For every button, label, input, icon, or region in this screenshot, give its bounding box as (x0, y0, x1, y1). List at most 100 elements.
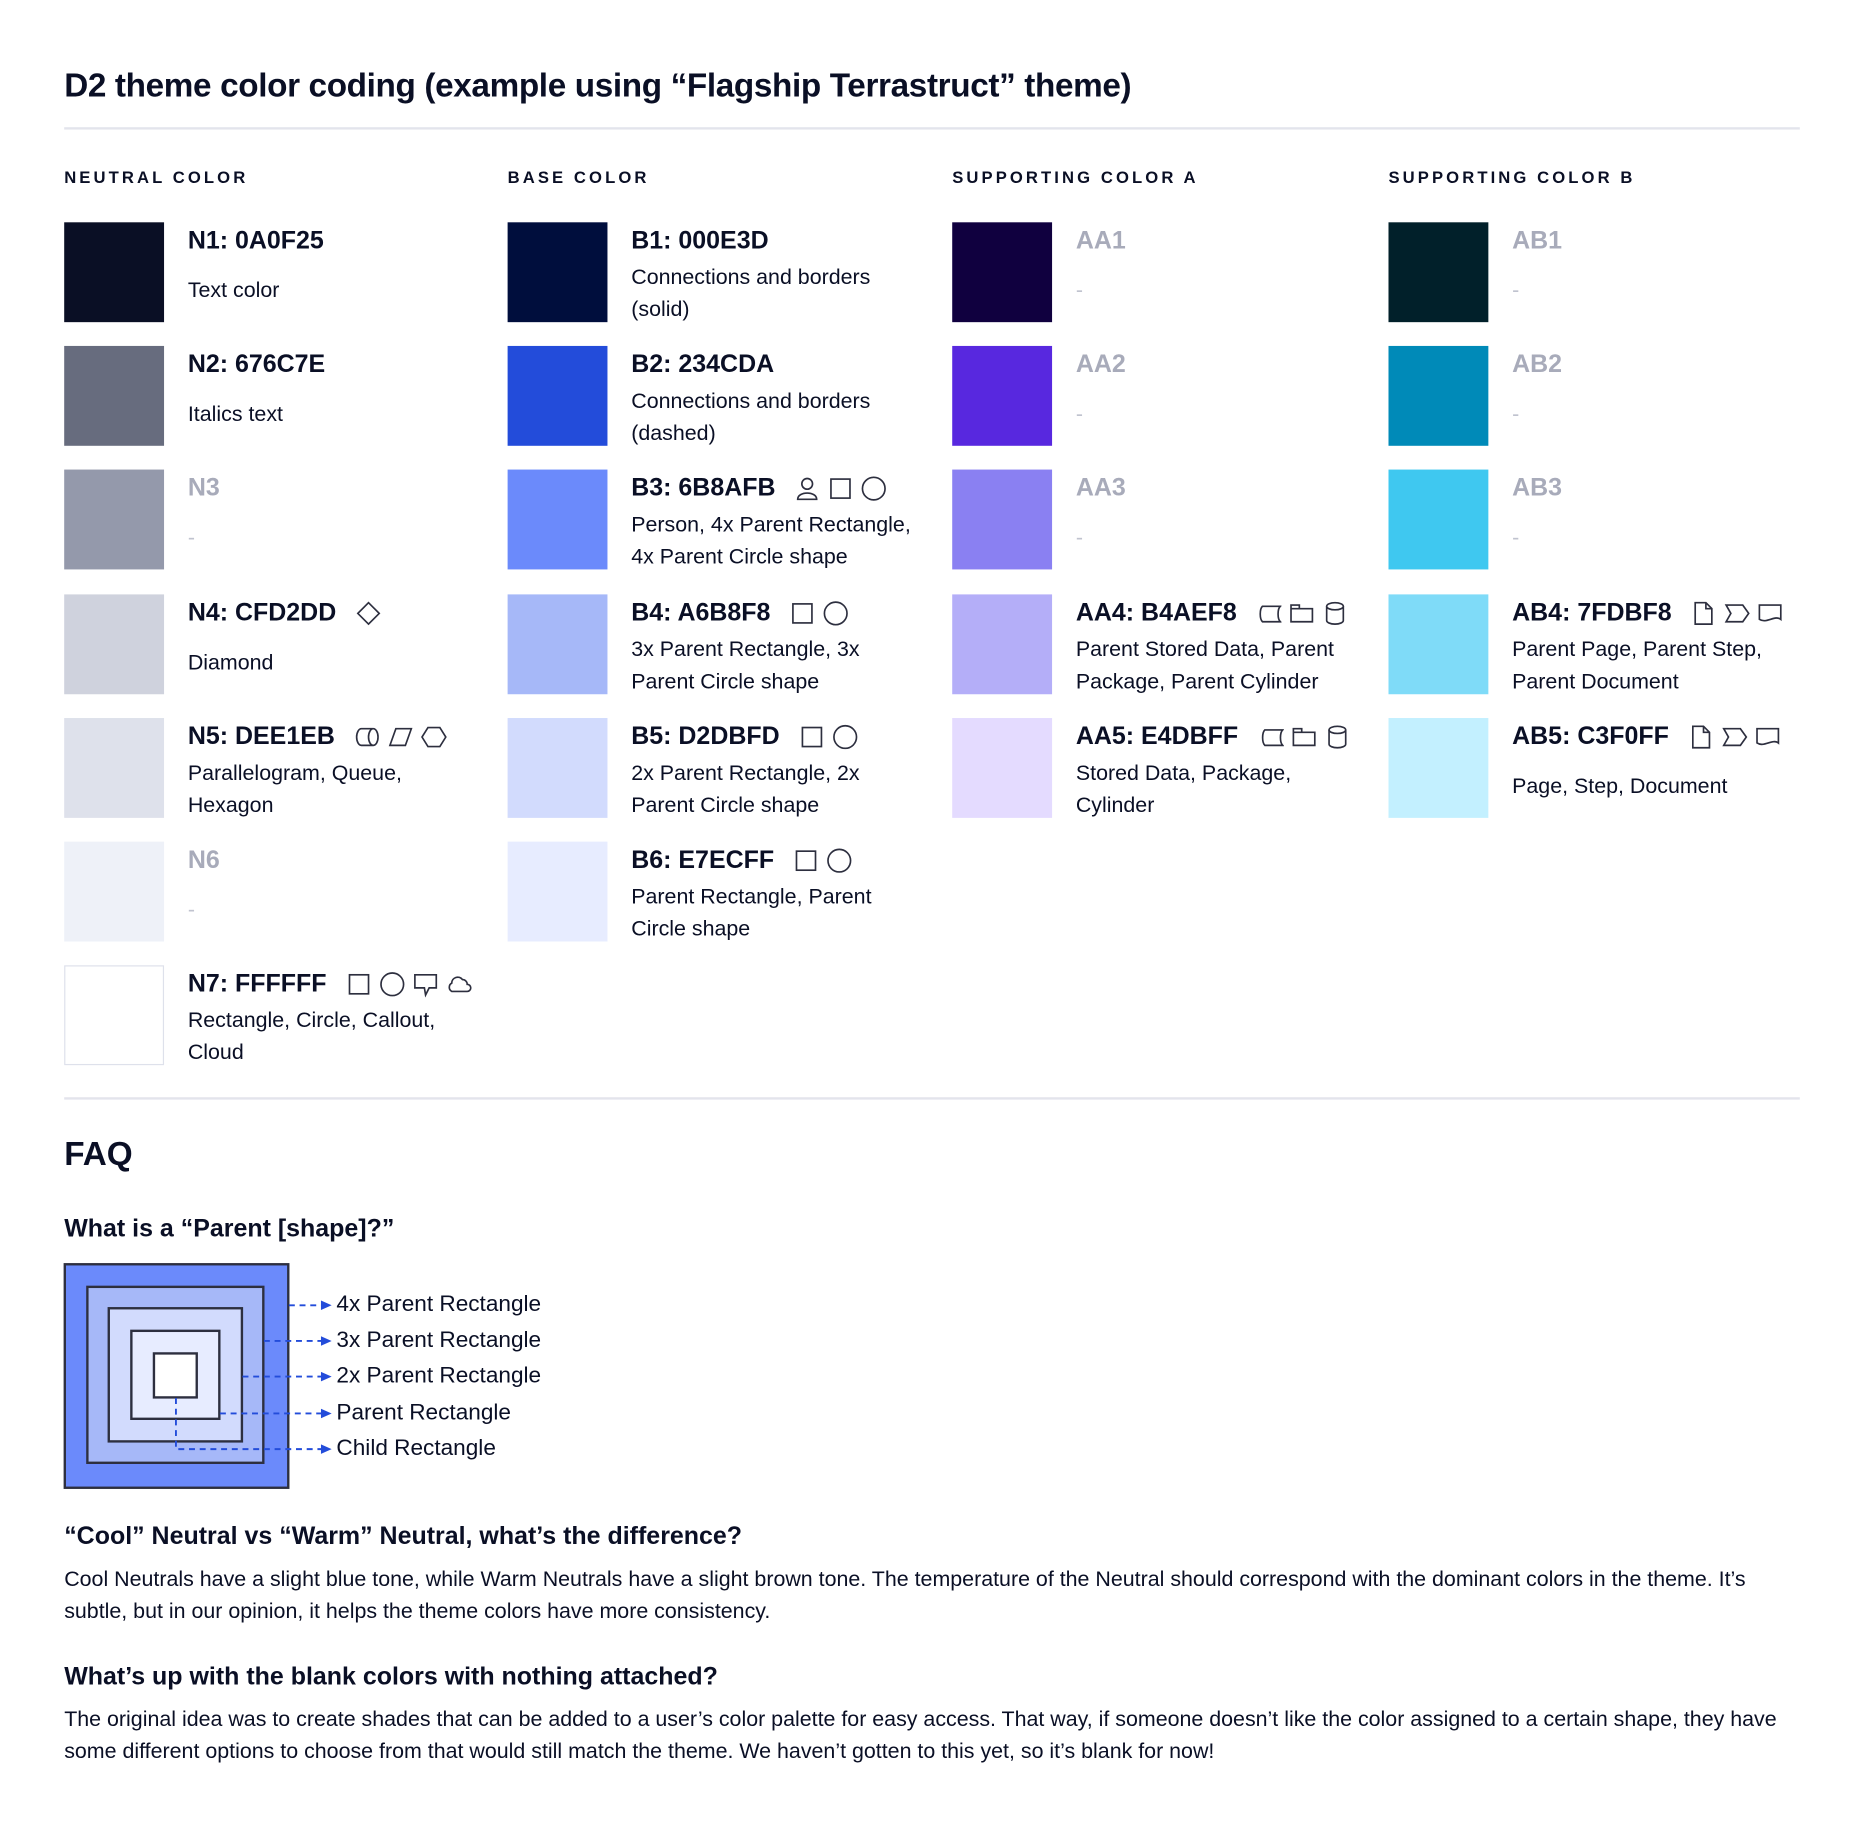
color-code: B5: D2DBFD (631, 722, 780, 750)
color-entry: AA4: B4AEF8 Parent Stored Data, Parent Pa… (1076, 595, 1373, 697)
color-code: AB2 (1512, 350, 1563, 379)
person-icon (797, 478, 818, 501)
stored-data-icon (1261, 728, 1284, 746)
shape-icons (795, 476, 888, 502)
color-usage: - (1512, 278, 1520, 302)
color-swatch (1388, 222, 1489, 323)
faq-question-parent-shape: What is a “Parent [shape]?” (64, 1214, 395, 1243)
color-usage: - (1512, 402, 1520, 426)
color-swatch (1388, 470, 1489, 570)
column-header: BASE COLOR (507, 167, 650, 187)
color-label: B5: D2DBFD (631, 719, 928, 755)
color-usage: - (1075, 525, 1083, 550)
color-entry: N7: FFFFFF Rectangle, Circle, Callout, Cl… (188, 967, 485, 1069)
color-label: AB2 (1512, 347, 1809, 383)
color-code: N1: 0A0F25 (187, 227, 324, 255)
color-swatch (64, 965, 165, 1066)
page-title: D2 theme color coding (example using “Fl… (64, 66, 1132, 104)
color-code: N6 (187, 846, 220, 874)
color-code: N2: 676C7E (187, 350, 326, 379)
rectangle-icon (801, 726, 823, 748)
color-entry: N6 - (188, 843, 485, 926)
color-usage: 3x Parent Rectangle, 3x Parent Circle sh… (631, 636, 860, 693)
color-code: B6: E7ECFF (631, 846, 775, 874)
color-entry: AA3 - (1076, 471, 1373, 554)
color-code: AA3 (1075, 474, 1126, 503)
parallelogram-icon (388, 727, 413, 746)
shape-icons (799, 724, 858, 750)
color-label: B4: A6B8F8 (631, 595, 928, 631)
document-icon (1756, 727, 1780, 745)
rectangle-icon (348, 974, 369, 995)
color-usage: Rectangle, Circle, Callout, Cloud (187, 1008, 436, 1065)
color-swatch (1388, 717, 1489, 818)
color-code: AA1 (1075, 227, 1126, 255)
color-entry: B2: 234CDA Connections and borders (dashe… (631, 347, 928, 449)
color-label: N1: 0A0F25 (188, 223, 485, 259)
color-code: AA2 (1075, 350, 1126, 379)
color-entry: AB4: 7FDBF8 Parent Page, Parent Step, Par… (1512, 595, 1809, 697)
color-label: AA4: B4AEF8 (1076, 595, 1373, 631)
color-label: N7: FFFFFF (188, 967, 485, 1003)
color-entry: B4: A6B8F8 3x Parent Rectangle, 3x Parent… (631, 595, 928, 697)
color-swatch (1388, 346, 1489, 447)
color-label: AA3 (1076, 471, 1373, 507)
color-code: AB5: C3F0FF (1512, 722, 1669, 750)
circle-icon (379, 972, 404, 997)
page-icon (1691, 725, 1711, 749)
circle-icon (832, 724, 858, 749)
color-swatch (507, 346, 608, 447)
color-usage: Connections and borders (solid) (631, 265, 871, 321)
hexagon-icon (420, 726, 447, 748)
callout-icon (413, 974, 437, 998)
shape-icons (1256, 600, 1349, 626)
color-label: AA2 (1076, 347, 1373, 383)
shape-icons (789, 600, 848, 626)
color-entry: B1: 000E3D Connections and borders (solid… (631, 223, 928, 325)
color-code: AA5: E4DBFF (1075, 722, 1239, 750)
color-usage: Person, 4x Parent Rectangle, 4x Parent C… (631, 512, 911, 569)
diagram-label: Parent Rectangle (336, 1400, 511, 1426)
color-label: AB1 (1512, 223, 1809, 259)
color-code: B3: 6B8AFB (631, 474, 776, 503)
color-swatch (507, 470, 608, 570)
shape-icons (354, 724, 447, 750)
color-usage: 2x Parent Rectangle, 2x Parent Circle sh… (631, 760, 860, 817)
color-code: AB4: 7FDBF8 (1512, 598, 1672, 627)
color-usage: - (1075, 278, 1083, 302)
color-label: B2: 234CDA (631, 347, 928, 383)
color-code: B4: A6B8F8 (631, 598, 771, 627)
shape-icons (793, 848, 852, 874)
color-entry: N5: DEE1EB Parallelogram, Queue, Hexagon (188, 719, 485, 821)
stored-data-icon (1259, 604, 1282, 623)
cloud-icon (448, 976, 472, 993)
color-label: N6 (188, 843, 485, 879)
faq-answer-neutrals: Cool Neutrals have a slight blue tone, w… (64, 1566, 1746, 1623)
color-swatch (952, 222, 1053, 323)
color-swatch (64, 222, 165, 323)
color-label: AB3 (1512, 471, 1809, 507)
shape-icons (346, 971, 472, 998)
faq-heading: FAQ (64, 1135, 133, 1173)
color-label: AB4: 7FDBF8 (1512, 595, 1809, 631)
color-usage: Parallelogram, Queue, Hexagon (187, 760, 402, 817)
color-label: N2: 676C7E (188, 347, 485, 383)
shape-icons (1688, 724, 1781, 750)
color-swatch (64, 717, 165, 818)
divider (64, 1097, 1800, 1100)
divider (64, 127, 1800, 130)
color-usage: - (1075, 402, 1083, 426)
color-entry: N2: 676C7E Italics text (188, 347, 485, 430)
color-usage: - (187, 525, 195, 550)
rectangle-icon (795, 850, 817, 872)
color-code: AB3 (1512, 474, 1563, 503)
color-swatch (507, 593, 608, 694)
color-label: AA1 (1076, 223, 1373, 259)
color-code: N5: DEE1EB (187, 722, 335, 750)
color-entry: AB1 - (1512, 223, 1809, 306)
color-swatch (507, 841, 608, 942)
arrowhead-icon (320, 1371, 332, 1382)
color-swatch (507, 717, 608, 818)
step-icon (1724, 603, 1750, 623)
color-usage: Parent Stored Data, Parent Package, Pare… (1075, 636, 1334, 693)
